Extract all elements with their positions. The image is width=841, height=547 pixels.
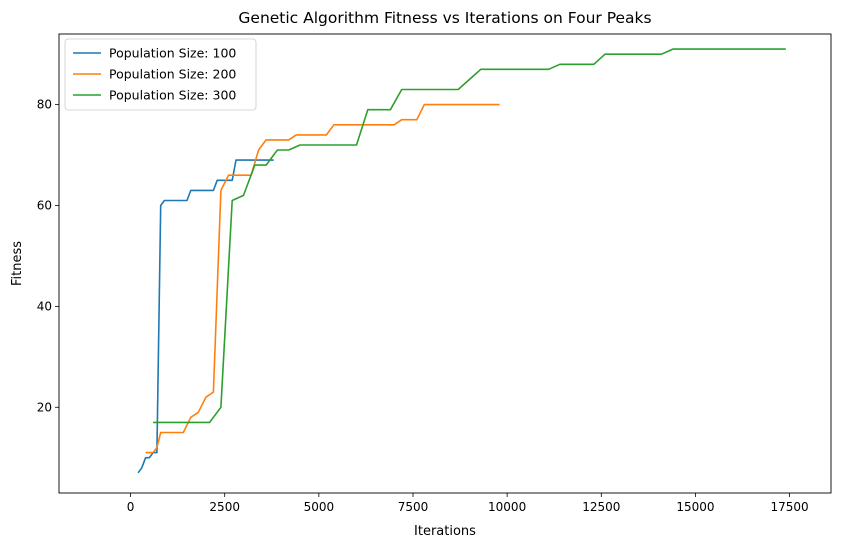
y-tick-label: 60 (37, 198, 52, 212)
legend-label-3: Population Size: 300 (109, 88, 236, 103)
x-tick-label: 10000 (488, 500, 526, 514)
y-tick-label: 80 (37, 98, 52, 112)
x-tick-label: 15000 (676, 500, 714, 514)
x-tick-label: 12500 (582, 500, 620, 514)
legend-label-1: Population Size: 100 (109, 46, 236, 61)
x-axis: 0 2500 5000 7500 10000 12500 15000 17500 (127, 493, 809, 514)
plot-lines (137, 48, 786, 474)
y-axis: 20 40 60 80 (37, 98, 59, 414)
chart-title: Genetic Algorithm Fitness vs Iterations … (238, 9, 651, 27)
x-axis-label: Iterations (414, 524, 476, 539)
y-tick-label: 20 (37, 400, 52, 414)
plot-frame (58, 33, 832, 494)
y-axis-label: Fitness (10, 241, 25, 286)
legend-box (64, 38, 257, 111)
x-tick-label: 0 (127, 500, 135, 514)
legend: Population Size: 100 Population Size: 200… (64, 38, 257, 111)
series-line-1 (137, 159, 274, 474)
series-line-3 (153, 48, 786, 424)
x-tick-label: 7500 (398, 500, 429, 514)
x-tick-label: 5000 (304, 500, 335, 514)
x-tick-label: 2500 (209, 500, 240, 514)
y-tick-label: 40 (37, 299, 52, 313)
series-line-2 (145, 103, 500, 454)
x-tick-label: 17500 (770, 500, 808, 514)
legend-label-2: Population Size: 200 (109, 67, 236, 82)
